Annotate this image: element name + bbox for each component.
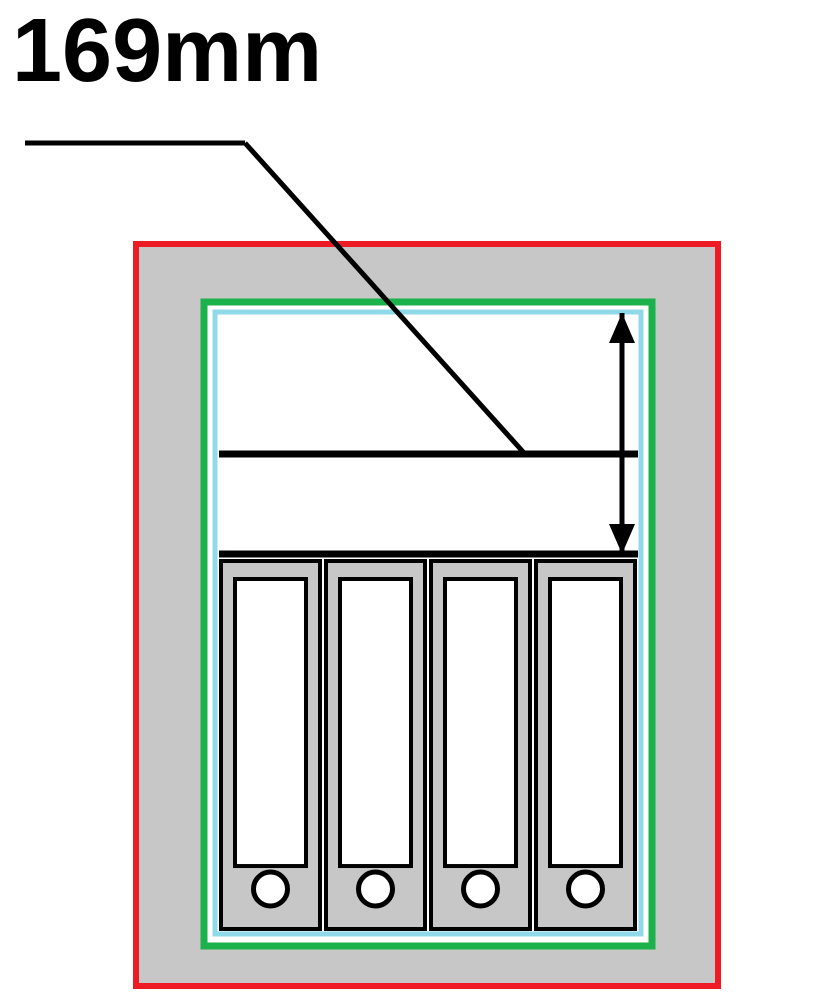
binder-ring-icon bbox=[359, 872, 393, 906]
diagram-canvas: 169mm bbox=[0, 0, 821, 1000]
binder-ring-icon bbox=[464, 872, 498, 906]
binder-label bbox=[340, 579, 411, 866]
binder-ring-icon bbox=[569, 872, 603, 906]
diagram-svg bbox=[0, 0, 821, 1000]
binder-label bbox=[445, 579, 516, 866]
binder-ring-icon bbox=[254, 872, 288, 906]
binder-label bbox=[235, 579, 306, 866]
binder-label bbox=[550, 579, 621, 866]
